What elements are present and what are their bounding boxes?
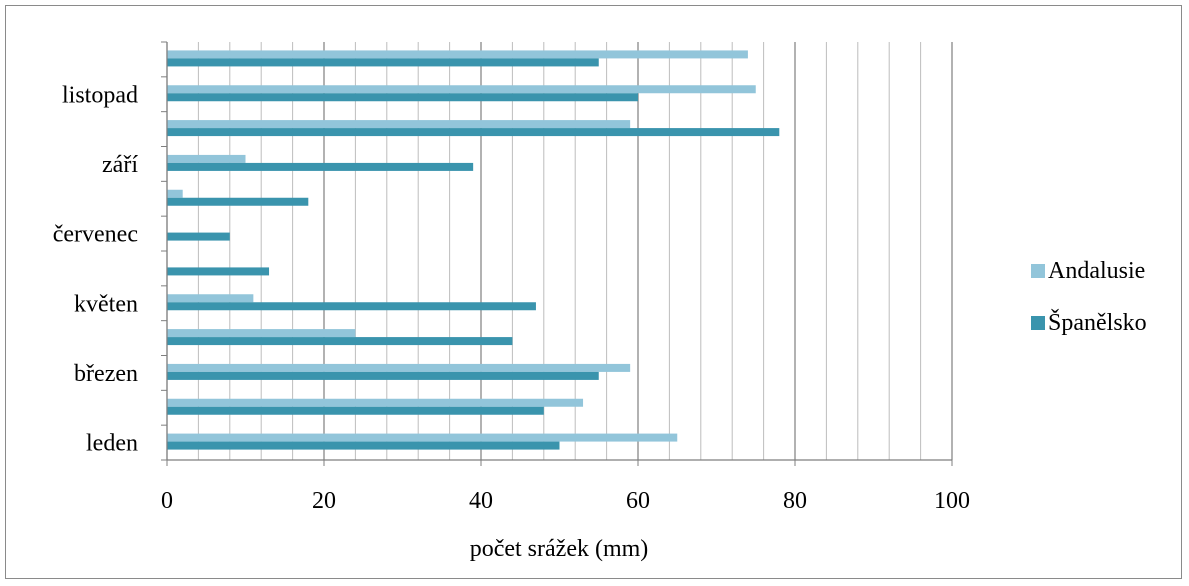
- bar-andalusie-1: [167, 398, 584, 407]
- bar-layer: [167, 50, 780, 450]
- x-tick-label: 0: [161, 488, 173, 514]
- x-tick-label: 100: [934, 488, 970, 514]
- legend-swatch-spanelsko: [1031, 316, 1045, 330]
- x-tick-label: 60: [626, 488, 650, 514]
- bar-spanelsko-0: [167, 441, 560, 450]
- bar-andalusie-7: [167, 189, 183, 198]
- x-tick-label: 20: [312, 488, 336, 514]
- bar-andalusie-11: [167, 50, 748, 59]
- x-tick-label: 80: [783, 488, 807, 514]
- legend-swatch-andalusie: [1031, 264, 1045, 278]
- grid-layer: [166, 42, 953, 460]
- y-category-label: březen: [74, 361, 138, 387]
- bar-spanelsko-8: [167, 162, 474, 171]
- y-category-label: listopad: [62, 82, 138, 108]
- x-tick-label: 40: [469, 488, 493, 514]
- bar-andalusie-0: [167, 433, 678, 442]
- y-category-label: září: [102, 152, 138, 178]
- y-category-label: květen: [74, 291, 138, 317]
- y-category-label: leden: [86, 431, 138, 457]
- bar-spanelsko-9: [167, 128, 780, 137]
- y-category-label: červenec: [53, 222, 138, 248]
- bar-spanelsko-7: [167, 197, 309, 206]
- bar-andalusie-2: [167, 363, 631, 372]
- bar-spanelsko-4: [167, 302, 536, 311]
- bar-spanelsko-5: [167, 267, 270, 276]
- bar-andalusie-10: [167, 85, 756, 94]
- bar-andalusie-4: [167, 294, 254, 303]
- axis-layer: 0 20 40 60 80 100 leden březen květen červenec zář…: [53, 41, 970, 514]
- legend: Andalusie Španělsko: [1031, 258, 1147, 336]
- bar-spanelsko-6: [167, 232, 230, 241]
- legend-label: Andalusie: [1048, 258, 1145, 284]
- bar-andalusie-8: [167, 154, 246, 163]
- x-axis-title: počet srážek (mm): [470, 536, 649, 562]
- bar-spanelsko-11: [167, 58, 599, 67]
- bar-andalusie-9: [167, 120, 631, 129]
- bar-spanelsko-1: [167, 406, 544, 415]
- bar-spanelsko-10: [167, 93, 638, 102]
- bar-spanelsko-2: [167, 371, 599, 380]
- bar-spanelsko-3: [167, 337, 513, 346]
- bar-andalusie-3: [167, 329, 356, 338]
- legend-label: Španělsko: [1048, 309, 1147, 336]
